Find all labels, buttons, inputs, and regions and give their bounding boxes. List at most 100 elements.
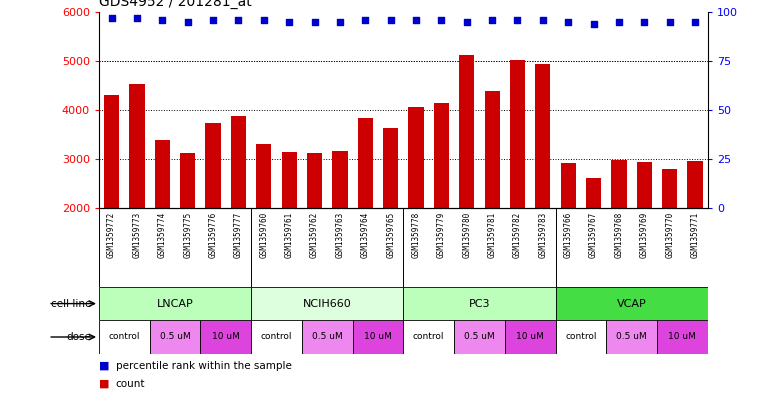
Text: GSM1359767: GSM1359767: [589, 212, 598, 259]
Text: GSM1359773: GSM1359773: [132, 212, 142, 259]
Text: 0.5 uM: 0.5 uM: [312, 332, 342, 342]
Bar: [434, 103, 449, 208]
Text: GSM1359762: GSM1359762: [310, 212, 319, 259]
Text: GSM1359778: GSM1359778: [412, 212, 421, 259]
Text: 0.5 uM: 0.5 uM: [616, 332, 647, 342]
Point: [460, 18, 473, 25]
Text: GSM1359771: GSM1359771: [690, 212, 699, 259]
Bar: [403, 320, 454, 354]
Text: GSM1359776: GSM1359776: [209, 212, 218, 259]
Bar: [459, 55, 474, 208]
Bar: [409, 107, 424, 208]
Bar: [282, 152, 297, 208]
Bar: [129, 84, 145, 208]
Text: GSM1359760: GSM1359760: [260, 212, 269, 259]
Point: [182, 18, 194, 25]
Bar: [662, 169, 677, 208]
Bar: [200, 320, 251, 354]
Text: GSM1359777: GSM1359777: [234, 212, 243, 259]
Bar: [205, 123, 221, 208]
Point: [359, 17, 371, 23]
Text: GSM1359783: GSM1359783: [538, 212, 547, 259]
Bar: [358, 118, 373, 208]
Point: [308, 18, 320, 25]
Bar: [561, 163, 576, 208]
Text: VCAP: VCAP: [616, 299, 647, 309]
Text: control: control: [261, 332, 292, 342]
Text: GSM1359774: GSM1359774: [158, 212, 167, 259]
Text: 10 uM: 10 uM: [668, 332, 696, 342]
Bar: [687, 161, 702, 208]
Bar: [251, 320, 302, 354]
Text: control: control: [109, 332, 140, 342]
Point: [613, 18, 625, 25]
Text: GSM1359768: GSM1359768: [614, 212, 623, 259]
Point: [511, 17, 524, 23]
Text: PC3: PC3: [469, 299, 490, 309]
Text: cell line: cell line: [51, 299, 91, 309]
Point: [486, 17, 498, 23]
Bar: [307, 153, 322, 208]
Bar: [535, 64, 550, 208]
Bar: [586, 178, 601, 208]
Bar: [302, 320, 352, 354]
Text: GSM1359780: GSM1359780: [462, 212, 471, 259]
Text: ■: ■: [99, 361, 110, 371]
Bar: [180, 153, 196, 208]
Text: LNCAP: LNCAP: [157, 299, 193, 309]
Text: GSM1359763: GSM1359763: [336, 212, 345, 259]
Bar: [383, 128, 398, 208]
Point: [638, 18, 651, 25]
Point: [689, 18, 701, 25]
Bar: [99, 320, 150, 354]
Bar: [611, 160, 626, 208]
Point: [384, 17, 396, 23]
Bar: [150, 320, 200, 354]
Point: [106, 15, 118, 21]
Point: [207, 17, 219, 23]
Point: [562, 18, 575, 25]
Bar: [556, 320, 607, 354]
Text: GSM1359766: GSM1359766: [564, 212, 573, 259]
Point: [131, 15, 143, 21]
Text: 0.5 uM: 0.5 uM: [160, 332, 190, 342]
Bar: [403, 287, 556, 320]
Bar: [607, 320, 657, 354]
Bar: [454, 320, 505, 354]
Text: GSM1359770: GSM1359770: [665, 212, 674, 259]
Point: [232, 17, 244, 23]
Text: GSM1359772: GSM1359772: [107, 212, 116, 259]
Point: [283, 18, 295, 25]
Text: GSM1359779: GSM1359779: [437, 212, 446, 259]
Text: GSM1359765: GSM1359765: [386, 212, 395, 259]
Point: [435, 17, 447, 23]
Text: 10 uM: 10 uM: [212, 332, 240, 342]
Text: GSM1359761: GSM1359761: [285, 212, 294, 259]
Bar: [256, 144, 272, 208]
Point: [537, 17, 549, 23]
Bar: [154, 140, 170, 208]
Text: GSM1359782: GSM1359782: [513, 212, 522, 259]
Bar: [251, 287, 403, 320]
Text: 10 uM: 10 uM: [364, 332, 392, 342]
Text: 0.5 uM: 0.5 uM: [464, 332, 495, 342]
Text: control: control: [565, 332, 597, 342]
Text: GSM1359781: GSM1359781: [488, 212, 497, 259]
Text: GSM1359764: GSM1359764: [361, 212, 370, 259]
Text: ■: ■: [99, 379, 110, 389]
Bar: [99, 287, 251, 320]
Point: [334, 18, 346, 25]
Bar: [485, 91, 500, 208]
Bar: [104, 95, 119, 208]
Point: [410, 17, 422, 23]
Bar: [637, 162, 652, 208]
Bar: [333, 151, 348, 208]
Text: count: count: [116, 379, 145, 389]
Point: [156, 17, 168, 23]
Bar: [231, 116, 246, 208]
Bar: [657, 320, 708, 354]
Bar: [505, 320, 556, 354]
Bar: [510, 61, 525, 208]
Text: control: control: [413, 332, 444, 342]
Text: 10 uM: 10 uM: [516, 332, 544, 342]
